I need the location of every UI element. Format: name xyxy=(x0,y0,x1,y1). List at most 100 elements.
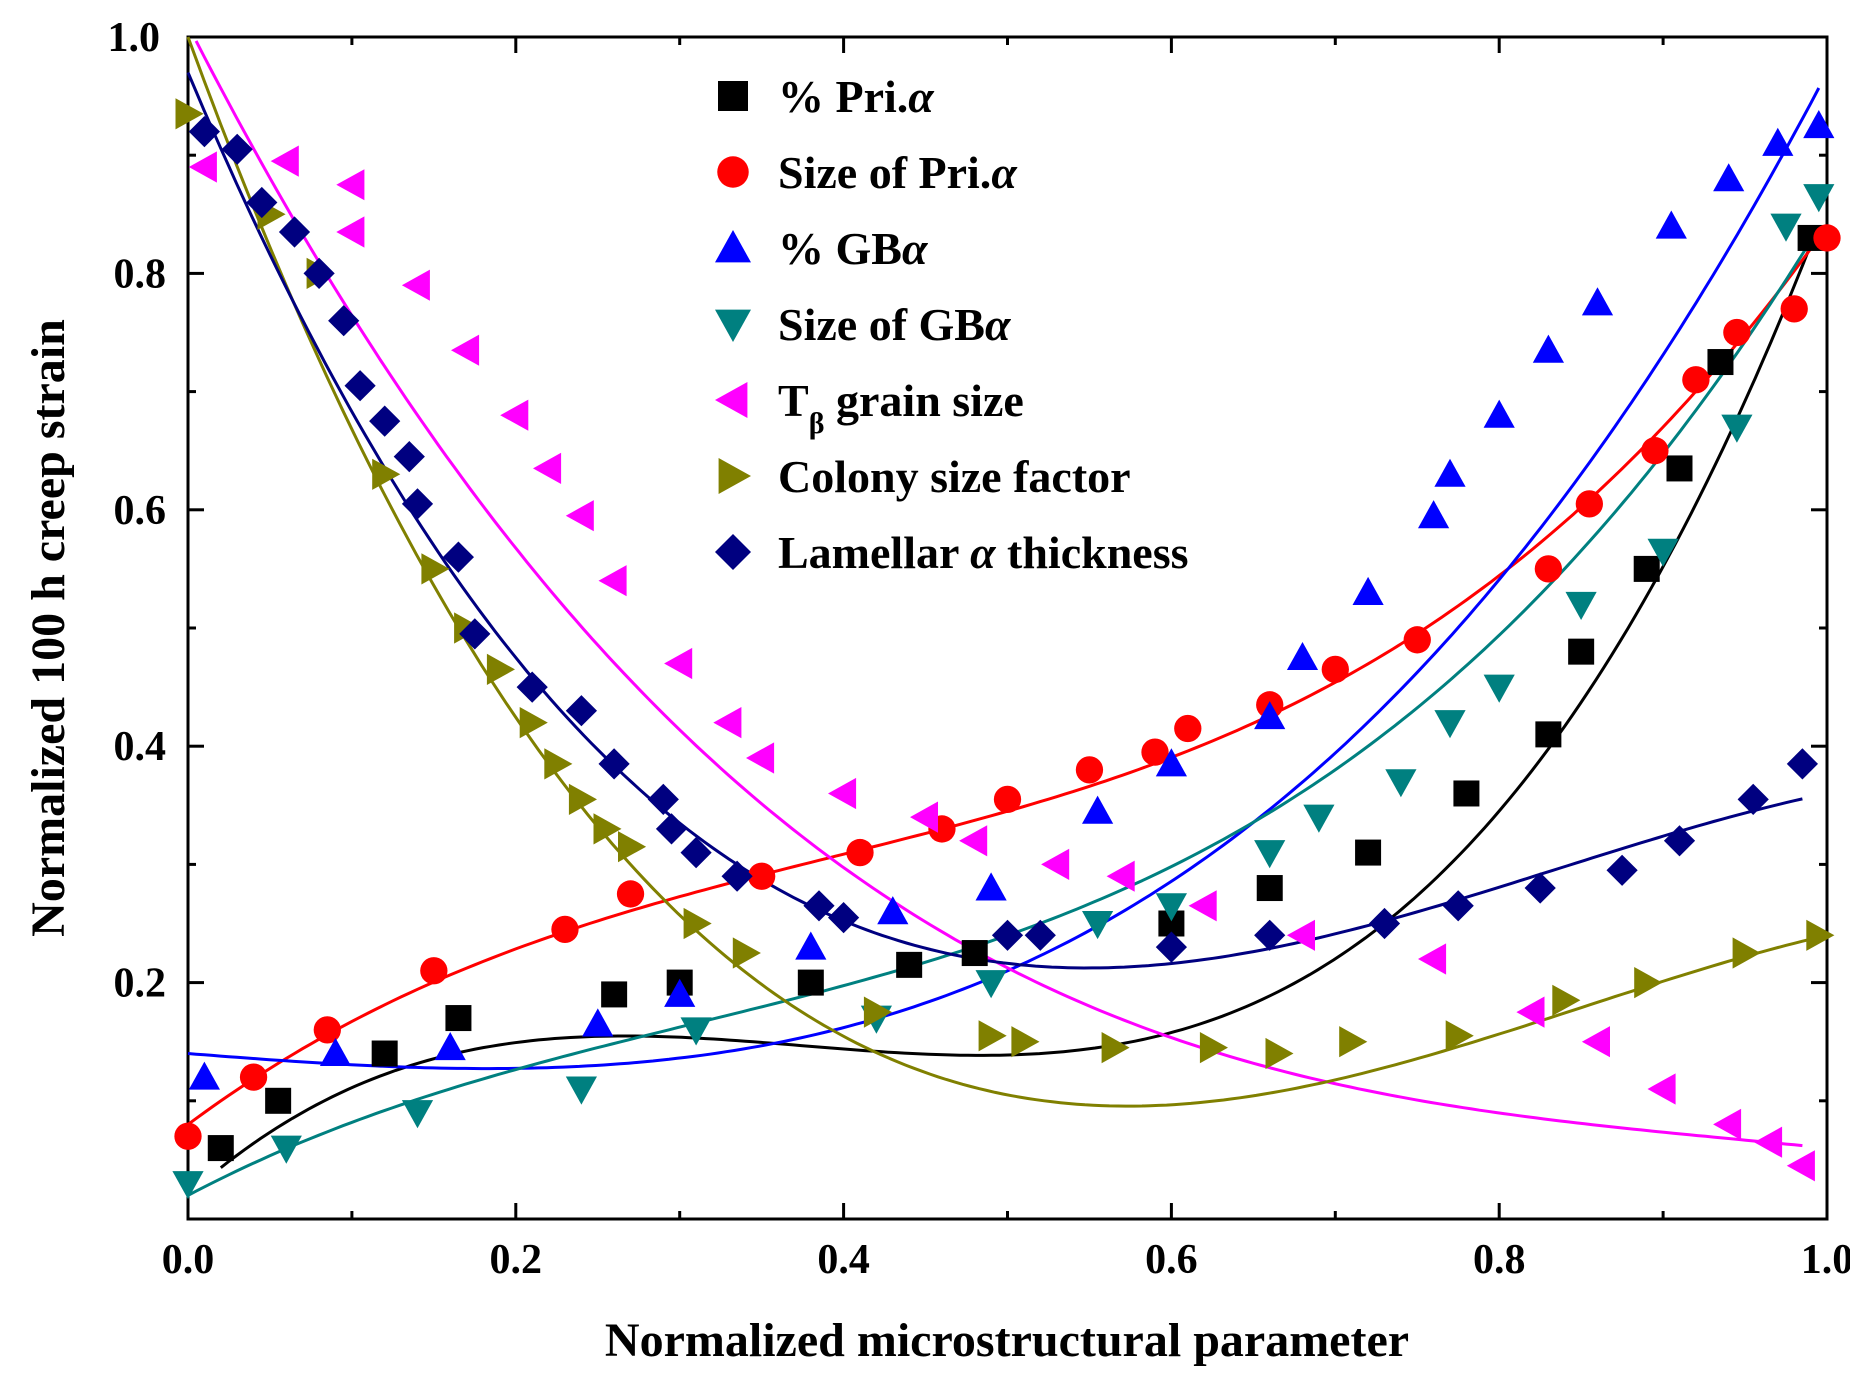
data-point xyxy=(1581,287,1614,316)
data-point xyxy=(1106,860,1135,892)
data-point xyxy=(336,216,365,248)
data-point xyxy=(500,399,529,431)
data-point xyxy=(239,1063,268,1091)
x-tick-label: 0.8 xyxy=(1473,1237,1526,1283)
data-point xyxy=(732,937,761,969)
data-point xyxy=(1568,638,1595,665)
data-point xyxy=(1483,674,1515,703)
x-tick-label: 0.2 xyxy=(490,1237,543,1283)
data-point xyxy=(1101,1032,1130,1064)
data-point xyxy=(1155,748,1187,777)
data-point xyxy=(1647,538,1679,567)
y-tick-label: 0.8 xyxy=(114,251,167,297)
data-point xyxy=(344,370,376,402)
data-point xyxy=(1352,576,1384,605)
data-point xyxy=(975,970,1007,999)
data-point xyxy=(336,169,365,201)
data-point xyxy=(1141,738,1169,766)
data-point xyxy=(680,837,712,869)
x-tick-label: 0.4 xyxy=(817,1237,870,1283)
data-points xyxy=(172,98,1841,1200)
data-point xyxy=(533,452,562,484)
legend-label: Lamellar α thickness xyxy=(778,527,1189,578)
data-point xyxy=(797,969,824,996)
data-point xyxy=(1403,626,1431,654)
legend-label: % Pri.α xyxy=(778,71,935,122)
data-point xyxy=(1581,1026,1610,1058)
y-tick-label: 0.2 xyxy=(114,961,167,1007)
data-point xyxy=(246,186,278,219)
legend: % Pri.α Size of Pri.α % GBα Size of GBα Tβ g… xyxy=(715,71,1189,578)
data-point xyxy=(1254,919,1286,951)
data-point xyxy=(828,777,857,810)
data-point xyxy=(393,441,425,473)
x-axis-title: Normalized microstructural parameter xyxy=(605,1314,1409,1367)
data-point xyxy=(1418,500,1450,529)
data-point xyxy=(568,783,597,815)
data-point xyxy=(828,902,860,934)
data-point xyxy=(1565,591,1597,620)
data-point xyxy=(1286,919,1315,951)
data-point xyxy=(601,981,628,1008)
data-point xyxy=(1434,710,1466,739)
data-point xyxy=(795,931,827,960)
data-point xyxy=(846,838,874,867)
data-point xyxy=(519,707,548,739)
data-point xyxy=(551,915,579,944)
data-point xyxy=(451,334,480,366)
data-point xyxy=(369,405,401,437)
data-point xyxy=(175,98,204,130)
data-point xyxy=(1303,804,1335,833)
data-point xyxy=(896,951,923,978)
data-point xyxy=(1174,714,1202,743)
data-point xyxy=(1011,1026,1040,1058)
data-point xyxy=(1188,890,1217,922)
y-tick-label: 0.6 xyxy=(114,488,167,534)
data-point xyxy=(616,880,645,908)
legend-label: Size of Pri.α xyxy=(778,147,1018,198)
data-point xyxy=(1770,213,1802,242)
data-point xyxy=(1666,455,1693,482)
data-point xyxy=(1641,437,1669,465)
data-point xyxy=(1754,1126,1783,1158)
x-tick-label: 1.0 xyxy=(1801,1237,1850,1283)
data-point xyxy=(265,1087,292,1114)
data-point xyxy=(1721,414,1753,443)
data-point xyxy=(445,1005,472,1032)
data-point xyxy=(1806,919,1835,951)
legend-label: Colony size factor xyxy=(778,451,1131,502)
data-point xyxy=(978,1020,1007,1052)
legend-marker xyxy=(715,309,751,342)
data-point xyxy=(582,1008,614,1037)
data-point xyxy=(1713,163,1745,192)
data-point xyxy=(1803,184,1835,213)
data-point xyxy=(1535,721,1562,748)
data-point xyxy=(401,269,430,301)
data-point xyxy=(680,1017,712,1046)
data-point xyxy=(1762,127,1794,156)
data-point xyxy=(1155,931,1187,963)
data-point xyxy=(993,785,1022,814)
data-point xyxy=(188,151,217,183)
data-point xyxy=(278,216,311,248)
legend-label: % GBα xyxy=(778,223,929,274)
data-point xyxy=(1339,1026,1368,1058)
data-point xyxy=(1256,875,1283,902)
data-point xyxy=(1663,825,1696,857)
data-point xyxy=(910,801,938,833)
legend-marker xyxy=(715,382,748,418)
fit-line xyxy=(186,71,1803,970)
ticks: 0.0 0.2 0.4 0.6 0.8 1.0 0.2 0.4 0.6 0.8 xyxy=(114,35,1850,1283)
data-point xyxy=(1552,984,1581,1016)
data-point xyxy=(1321,655,1349,684)
data-point xyxy=(401,488,434,520)
data-point xyxy=(1483,399,1515,428)
data-point xyxy=(565,1076,597,1105)
data-point xyxy=(371,1040,398,1067)
data-point xyxy=(544,748,573,780)
data-point xyxy=(303,257,335,289)
data-point xyxy=(207,1135,234,1162)
fit-line xyxy=(187,225,1829,1126)
data-point xyxy=(1606,854,1638,886)
